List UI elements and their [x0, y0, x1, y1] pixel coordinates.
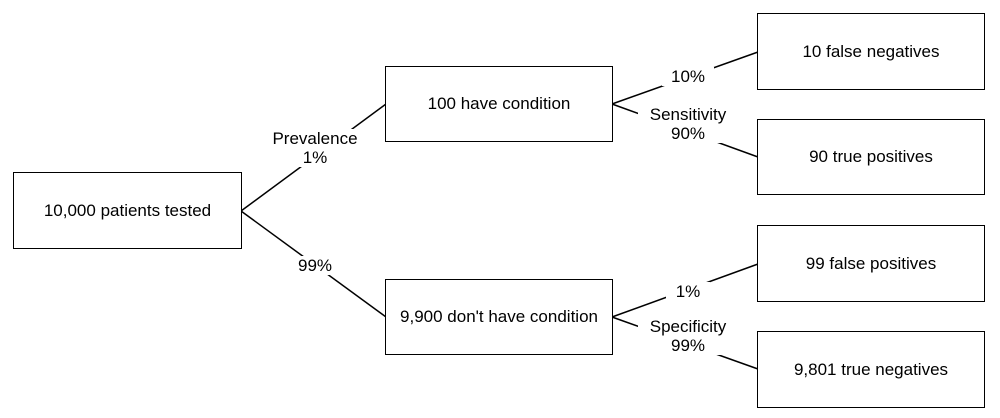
sensitivity-value: 90% [670, 124, 706, 143]
edge-label-specificity: Specificity 99% [638, 317, 738, 355]
edge-label-prevalence: Prevalence 1% [262, 129, 368, 167]
sensitivity-name: Sensitivity [649, 105, 727, 124]
node-false-negatives: 10 false negatives [757, 13, 985, 90]
node-have-condition: 100 have condition [385, 66, 613, 142]
edge-label-sensitivity: Sensitivity 90% [638, 105, 738, 143]
node-dont-have-condition: 9,900 don't have condition [385, 279, 613, 355]
edge-label-miss-rate: 10% [662, 67, 714, 86]
node-false-positives: 99 false positives [757, 225, 985, 302]
no-condition-share-value: 99% [297, 256, 333, 275]
prevalence-value: 1% [302, 148, 328, 167]
node-true-positives: 90 true positives [757, 119, 985, 195]
false-positive-rate-value: 1% [675, 282, 701, 301]
node-true-negatives: 9,801 true negatives [757, 331, 985, 408]
edge-label-false-positive-rate: 1% [666, 282, 710, 301]
prevalence-name: Prevalence [272, 129, 358, 148]
miss-rate-value: 10% [670, 67, 706, 86]
specificity-name: Specificity [649, 317, 727, 336]
edge-label-no-condition-share: 99% [288, 256, 342, 275]
specificity-value: 99% [670, 336, 706, 355]
node-root-patients-tested: 10,000 patients tested [13, 172, 242, 249]
